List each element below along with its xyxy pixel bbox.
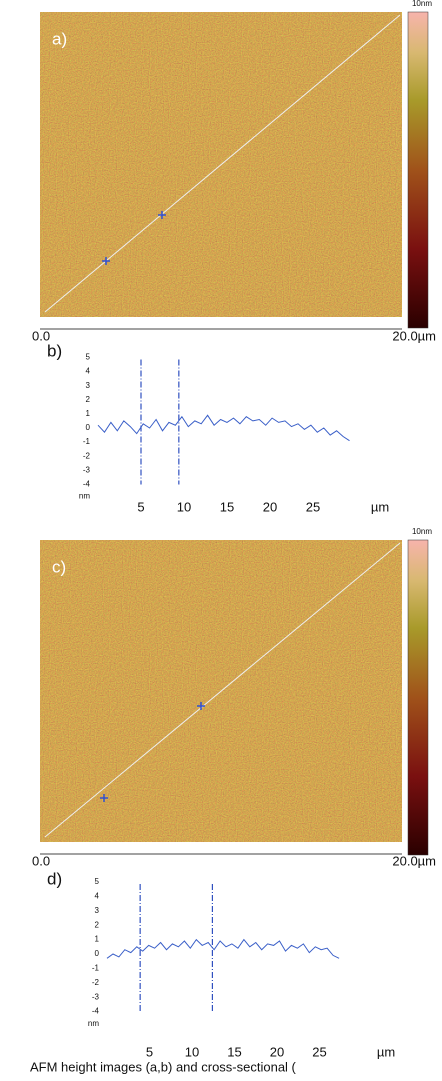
panel-label: a) <box>52 29 67 48</box>
y-tick-label: 0 <box>95 949 100 958</box>
x-tick-label: 5 <box>146 1044 153 1059</box>
y-tick-label: 0 <box>86 423 91 432</box>
y-tick-label: 1 <box>95 935 100 944</box>
colorbar <box>407 539 429 856</box>
x-tick-label: 20 <box>263 499 277 514</box>
profile-line <box>44 14 401 313</box>
y-tick-label: -2 <box>83 451 91 460</box>
y-tick-label: 2 <box>95 920 100 929</box>
panel-label: c) <box>52 557 66 576</box>
y-tick-label: 5 <box>95 877 100 886</box>
profile-line <box>44 542 401 838</box>
profile <box>97 414 350 442</box>
y-tick-label: 3 <box>95 906 100 915</box>
y-tick-label: -4 <box>92 1007 100 1016</box>
x-tick-label: 10 <box>177 499 191 514</box>
x-start-label: 0.0 <box>32 853 50 868</box>
panel-label: d) <box>47 869 62 888</box>
x-tick-label: 5 <box>137 499 144 514</box>
x-end-label: 20.0µm <box>392 853 436 868</box>
x-axis-label: µm <box>371 499 389 514</box>
colorbar-label: 10nm <box>412 0 432 8</box>
y-tick-label: -1 <box>92 964 100 973</box>
y-tick-label: -4 <box>83 480 91 489</box>
profile <box>106 938 340 959</box>
y-tick-label: -3 <box>92 992 100 1001</box>
x-tick-label: 25 <box>306 499 320 514</box>
y-tick-label: 4 <box>86 367 91 376</box>
y-axis-label: nm <box>79 492 90 501</box>
caption: AFM height images (a,b) and cross-sectio… <box>30 1059 297 1074</box>
x-tick-label: 10 <box>185 1044 199 1059</box>
panel-label: b) <box>47 341 62 360</box>
x-tick-label: 25 <box>312 1044 326 1059</box>
y-tick-label: -3 <box>83 465 91 474</box>
colorbar-label: 10nm <box>412 527 432 536</box>
y-tick-label: 3 <box>86 381 91 390</box>
y-tick-label: 2 <box>86 395 91 404</box>
y-tick-label: 1 <box>86 409 91 418</box>
x-axis-label: µm <box>377 1044 395 1059</box>
y-axis-label: nm <box>88 1019 99 1028</box>
x-tick-label: 15 <box>220 499 234 514</box>
x-tick-label: 20 <box>270 1044 284 1059</box>
y-tick-label: -2 <box>92 978 100 987</box>
y-tick-label: 4 <box>95 892 100 901</box>
colorbar <box>407 11 429 329</box>
y-tick-label: 5 <box>86 353 91 362</box>
x-end-label: 20.0µm <box>392 328 436 343</box>
x-start-label: 0.0 <box>32 328 50 343</box>
x-tick-label: 15 <box>227 1044 241 1059</box>
y-tick-label: -1 <box>83 437 91 446</box>
